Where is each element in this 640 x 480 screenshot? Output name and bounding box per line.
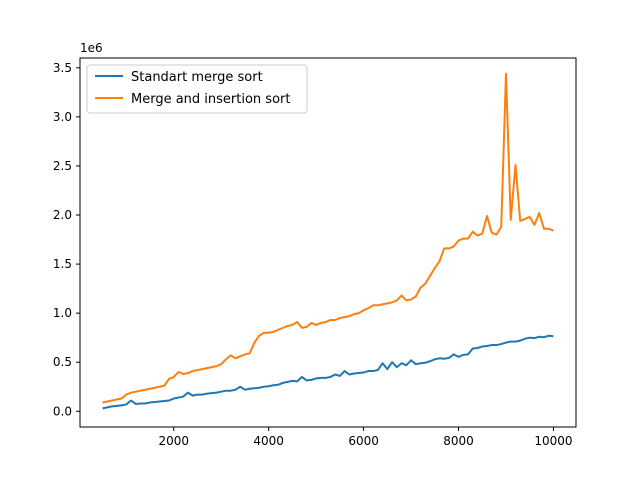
legend-box xyxy=(86,64,308,114)
axes-frame xyxy=(79,57,577,428)
y-tick-label: 2.0 xyxy=(53,208,72,222)
y-tick-label: 0.5 xyxy=(53,355,72,369)
x-tick-label: 4000 xyxy=(253,434,284,448)
legend-label-standart-merge-sort: Standart merge sort xyxy=(131,70,263,85)
x-tick-label: 2000 xyxy=(158,434,189,448)
legend: Standart merge sort Merge and insertion … xyxy=(86,64,308,114)
y-tick-label: 1.5 xyxy=(53,257,72,271)
y-tick-label: 1.0 xyxy=(53,306,72,320)
x-tick-label: 6000 xyxy=(348,434,379,448)
x-tick-label: 8000 xyxy=(443,434,474,448)
y-tick-label: 2.5 xyxy=(53,159,72,173)
y-tick-label: 0.0 xyxy=(53,404,72,418)
y-axis: 0.0 0.5 1.0 1.5 2.0 2.5 3.0 3.5 xyxy=(53,61,80,418)
y-tick-label: 3.0 xyxy=(53,110,72,124)
series-line-0 xyxy=(102,334,554,410)
series-layer xyxy=(102,72,554,410)
plot-area xyxy=(80,58,576,427)
y-tick-label: 3.5 xyxy=(53,61,72,75)
series-line-1 xyxy=(102,72,554,404)
legend-label-merge-and-insertion-sort: Merge and insertion sort xyxy=(131,92,290,107)
y-axis-multiplier: 1e6 xyxy=(80,41,103,55)
x-tick-label: 10000 xyxy=(534,434,572,448)
x-axis: 2000 4000 6000 8000 10000 xyxy=(158,427,573,448)
